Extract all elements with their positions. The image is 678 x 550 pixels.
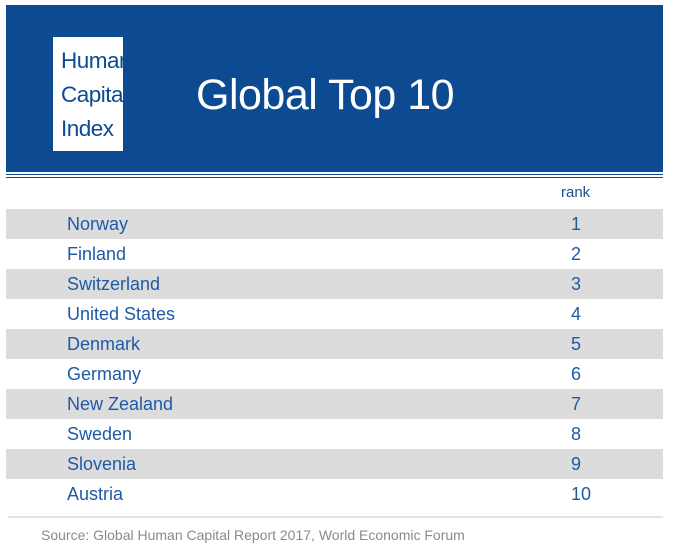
table-row: Switzerland 3 xyxy=(6,269,663,299)
rank-value: 4 xyxy=(571,304,582,324)
country-name: Norway xyxy=(67,214,129,234)
rank-value: 9 xyxy=(571,454,582,474)
logo-line: Index xyxy=(61,116,114,141)
divider xyxy=(6,174,663,175)
rank-value: 3 xyxy=(571,274,582,294)
rank-value: 6 xyxy=(571,364,582,384)
rank-column-header: rank xyxy=(561,184,591,201)
table-row: United States 4 xyxy=(6,299,663,329)
table-row: Denmark 5 xyxy=(6,329,663,359)
rank-value: 5 xyxy=(571,334,582,354)
header-banner: Human Capital Index Global Top 10 xyxy=(6,5,663,172)
divider xyxy=(8,516,663,518)
table-row: Norway 1 xyxy=(6,209,663,239)
page-title: Global Top 10 xyxy=(196,71,455,119)
table-row: Finland 2 xyxy=(6,239,663,269)
table-row: Slovenia 9 xyxy=(6,449,663,479)
table-row: Austria 10 xyxy=(6,479,663,509)
table-row: Germany 6 xyxy=(6,359,663,389)
logo-line: Human xyxy=(61,48,132,73)
ranking-table: Norway 1 Finland 2 Switzerland 3 United States… xyxy=(6,209,663,509)
country-name: Denmark xyxy=(67,334,141,354)
rank-value: 10 xyxy=(571,484,592,504)
rank-value: 2 xyxy=(571,244,582,264)
divider xyxy=(6,177,663,178)
table-row: New Zealand 7 xyxy=(6,389,663,419)
country-name: Sweden xyxy=(67,424,133,444)
rank-value: 7 xyxy=(571,394,582,414)
rank-value: 1 xyxy=(571,214,582,234)
rank-value: 8 xyxy=(571,424,582,444)
source-note: Source: Global Human Capital Report 2017… xyxy=(41,527,465,543)
country-name: New Zealand xyxy=(67,394,174,414)
country-name: Slovenia xyxy=(67,454,137,474)
country-name: Germany xyxy=(67,364,142,384)
country-name: Switzerland xyxy=(67,274,161,294)
country-name: Austria xyxy=(67,484,124,504)
table-row: Sweden 8 xyxy=(6,419,663,449)
human-capital-index-logo: Human Capital Index xyxy=(53,37,132,151)
country-name: United States xyxy=(67,304,176,324)
country-name: Finland xyxy=(67,244,127,264)
logo-line: Capital xyxy=(61,82,128,107)
